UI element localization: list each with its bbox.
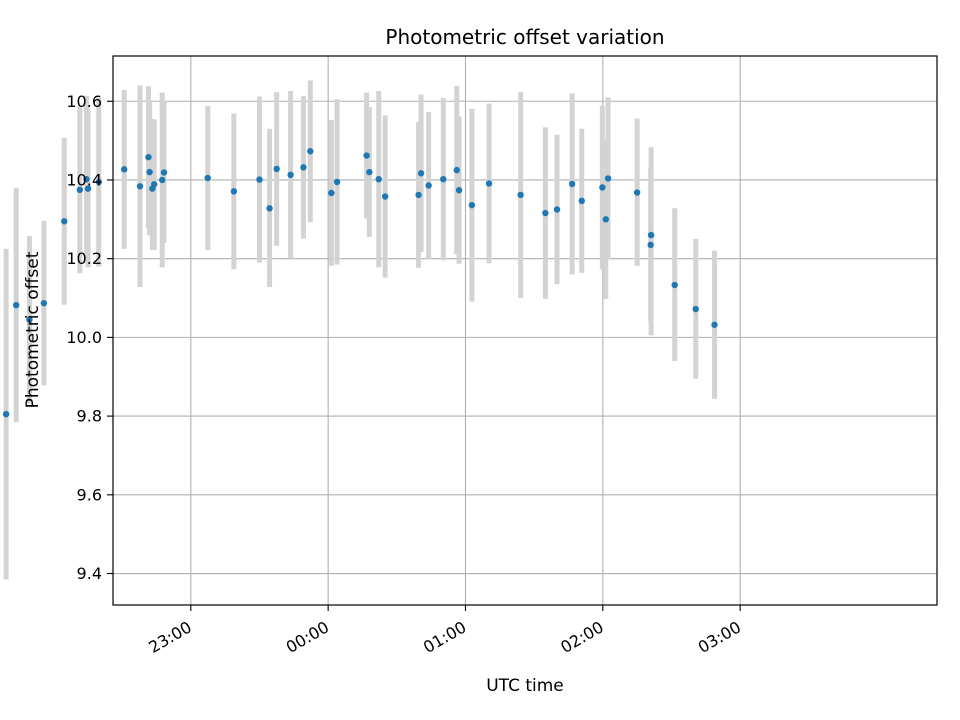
data-point — [517, 191, 524, 199]
data-point — [84, 185, 92, 192]
data-point — [440, 175, 447, 183]
data-point — [602, 216, 609, 223]
data-point — [578, 197, 585, 205]
data-point — [485, 180, 493, 187]
data-point — [40, 299, 48, 307]
data-point — [647, 231, 655, 239]
data-point — [300, 164, 307, 171]
data-point — [12, 301, 20, 309]
data-point — [328, 189, 335, 197]
data-point — [711, 321, 718, 328]
data-point — [333, 178, 341, 186]
data-point — [95, 178, 103, 186]
x-axis-label: UTC time — [486, 676, 564, 696]
data-point — [287, 171, 294, 179]
y-tick-label: 10.2 — [66, 249, 102, 268]
plot-frame — [112, 55, 938, 606]
y-tick-label: 9.8 — [77, 407, 102, 426]
data-point — [468, 201, 476, 209]
data-point — [307, 148, 314, 155]
data-point — [2, 410, 10, 418]
data-point — [671, 281, 678, 289]
data-point — [568, 180, 576, 188]
data-point — [204, 174, 211, 182]
y-axis-label: Photometric offset — [23, 251, 43, 408]
data-point — [273, 165, 280, 173]
grid-lines — [113, 56, 937, 605]
data-point — [230, 188, 238, 195]
data-point — [76, 186, 84, 194]
data-point — [363, 152, 370, 159]
data-point — [604, 175, 612, 182]
data-point — [553, 206, 561, 213]
data-point — [151, 181, 158, 188]
y-tick-label: 9.6 — [77, 485, 102, 504]
data-point — [633, 189, 641, 196]
data-point — [425, 182, 432, 189]
data-point — [256, 176, 263, 183]
data-point — [599, 184, 606, 191]
data-point — [146, 168, 153, 176]
data-point — [160, 169, 168, 176]
data-point — [145, 153, 152, 161]
data-point — [453, 166, 460, 174]
data-point — [647, 241, 654, 249]
data-point — [381, 193, 389, 200]
data-point — [159, 176, 166, 184]
data-point — [692, 305, 699, 313]
data-point — [415, 191, 422, 199]
chart-title: Photometric offset variation — [385, 25, 664, 49]
data-point — [61, 218, 68, 225]
data-point — [121, 166, 128, 173]
data-point — [375, 175, 382, 183]
data-point — [266, 205, 273, 212]
y-tick-label: 10.6 — [66, 92, 102, 111]
data-point — [136, 183, 144, 190]
data-point — [366, 168, 373, 176]
data-points — [2, 148, 718, 418]
data-point — [83, 175, 90, 183]
data-point — [455, 187, 463, 194]
y-tick-label: 10.0 — [66, 328, 102, 347]
data-point — [417, 170, 425, 177]
y-tick-label: 10.4 — [66, 170, 102, 189]
data-point — [26, 316, 33, 323]
y-tick-label: 9.4 — [77, 564, 102, 583]
data-point — [542, 209, 549, 217]
